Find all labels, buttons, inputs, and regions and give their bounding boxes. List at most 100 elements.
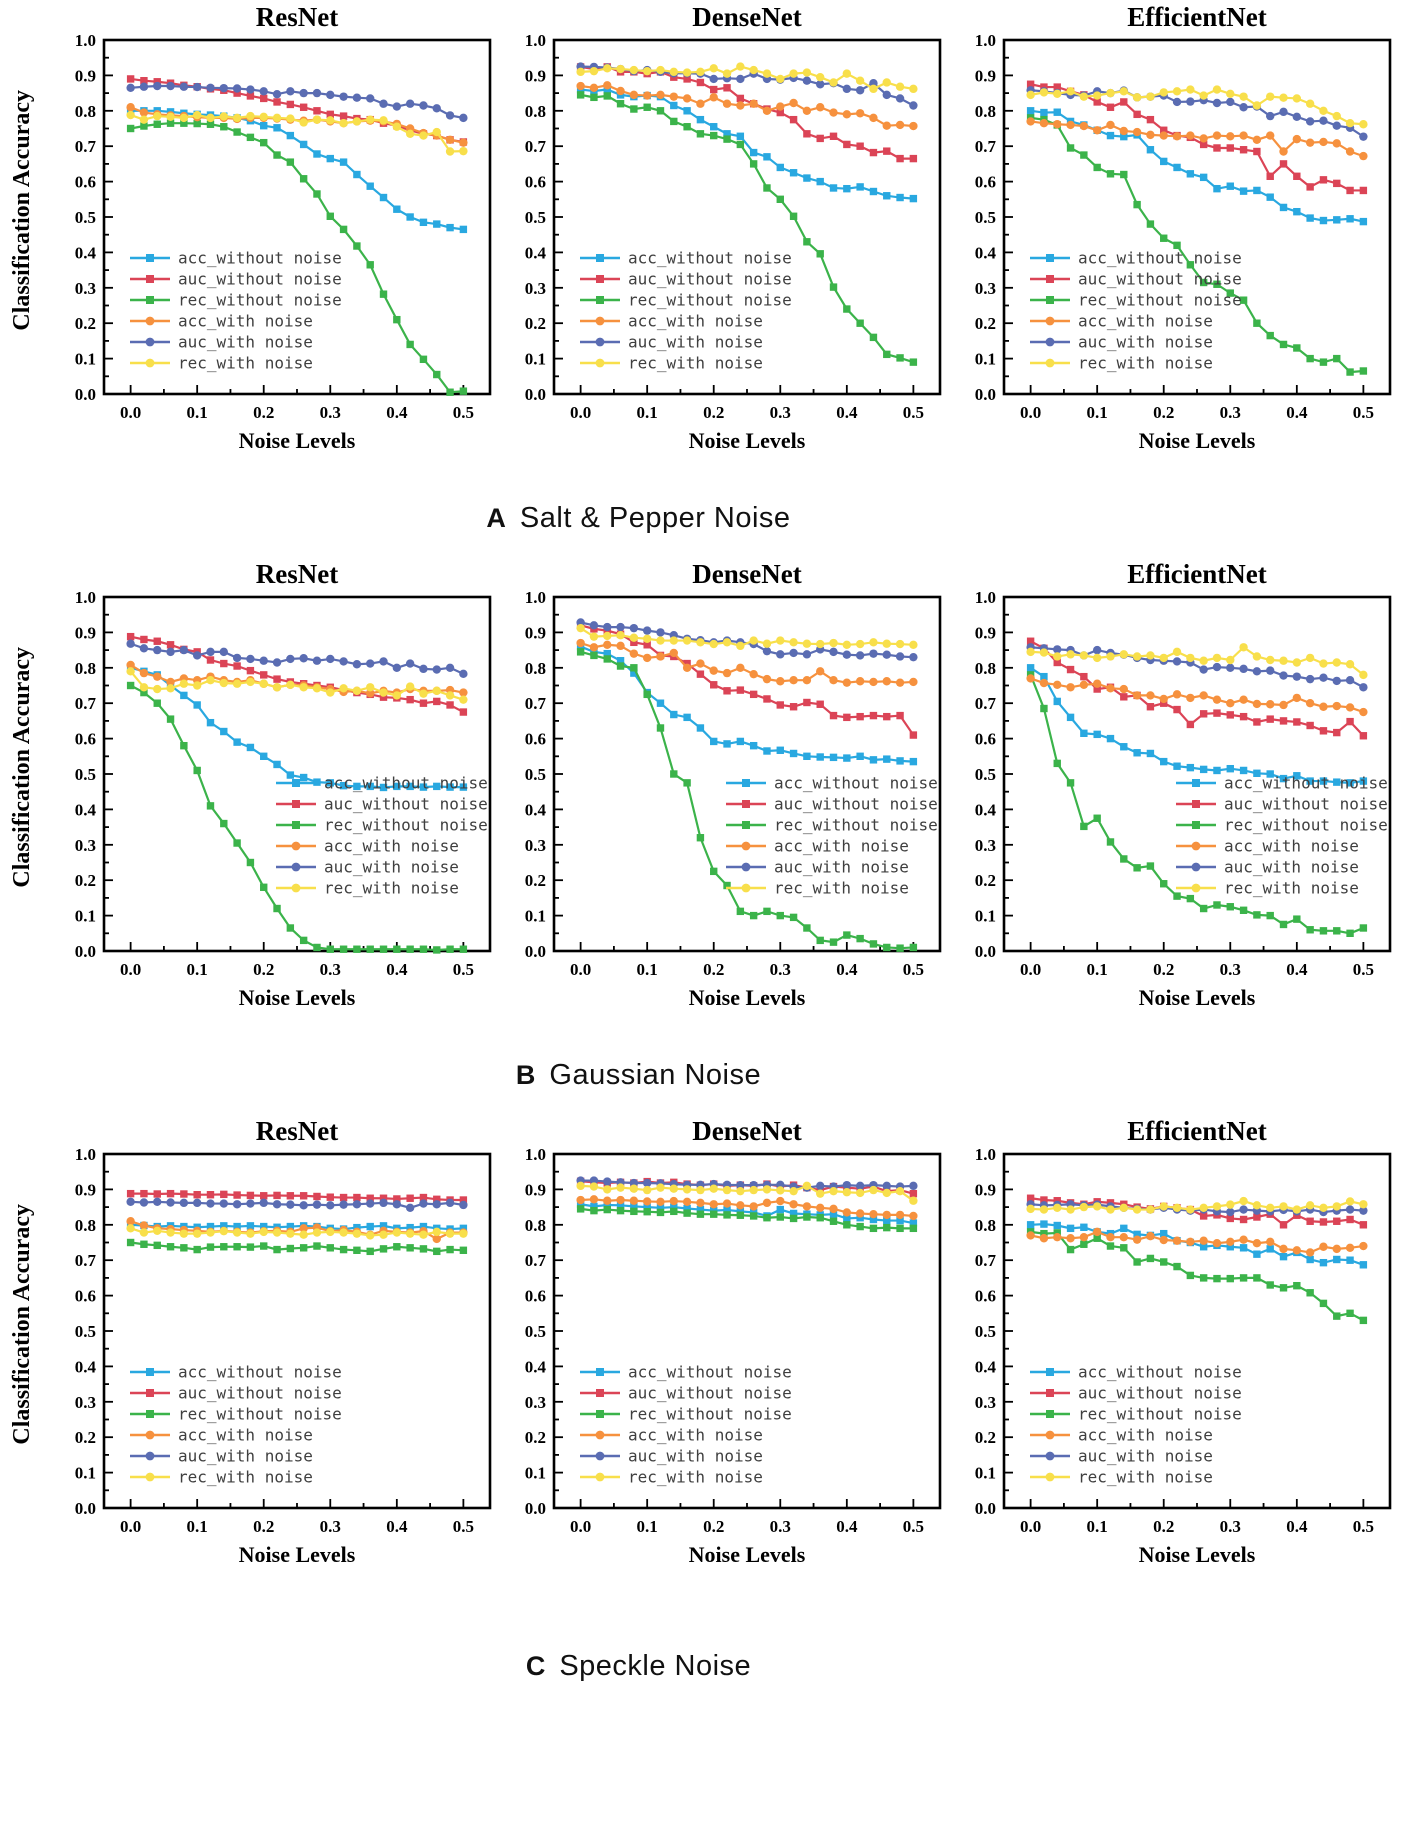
chart-densenet-gaussian: DenseNet 0.0 0.1 0.2 0.3 0.4 0.5 0.6 0.7 0.8 0.9 1.… (525, 561, 942, 1010)
x-tick-label: 0.2 (1153, 1517, 1174, 1536)
series-rec_without (1026, 671, 1368, 937)
series-rec_with (576, 1181, 918, 1205)
axis-ticks (1004, 39, 1365, 395)
y-tick-label: 0.7 (525, 694, 547, 713)
legend-label-acc_without: acc_without noise (774, 774, 938, 793)
x-tick-label: 0.3 (1220, 960, 1241, 979)
x-tick-label: 0.0 (570, 960, 591, 979)
legend: acc_without noise auc_without noise rec_wi… (726, 774, 938, 898)
y-tick-label: 0.8 (75, 659, 96, 678)
y-tick-label: 0.5 (525, 1322, 546, 1341)
y-tick-label: 0.4 (525, 1357, 547, 1376)
y-tick-label: 0.4 (975, 800, 997, 819)
charts-row-a: Classification Accuracy ResNet 0.0 0.1 0.2 0… (0, 4, 1417, 474)
axis-ticks (1004, 1153, 1365, 1509)
legend: acc_without noise auc_without noise rec_wi… (276, 774, 488, 898)
y-tick-label: 0.1 (75, 350, 96, 369)
y-tick-label: 0.2 (75, 871, 96, 890)
x-tick-label: 0.2 (703, 1517, 724, 1536)
caption-a: A Salt & Pepper Noise (0, 502, 1347, 535)
legend-label-rec_without: rec_without noise (1078, 1405, 1242, 1424)
y-tick-label: 0.3 (975, 836, 996, 855)
legend-label-acc_without: acc_without noise (178, 1363, 342, 1382)
series-rec_with (1026, 85, 1368, 129)
x-tick-label: 0.1 (187, 403, 208, 422)
y-tick-label: 0.2 (525, 1428, 546, 1447)
y-tick-label: 0.0 (525, 1499, 546, 1518)
x-tick-label: 0.2 (703, 960, 724, 979)
series-acc_with (1026, 117, 1368, 161)
legend-label-acc_without: acc_without noise (628, 249, 792, 268)
y-tick-label: 0.2 (75, 1428, 96, 1447)
x-tick-label: 0.5 (453, 403, 474, 422)
y-tick-label: 0.3 (75, 836, 96, 855)
series-acc_without (576, 642, 918, 766)
chart-title: ResNet (256, 4, 338, 32)
chart-title: EfficientNet (1127, 561, 1266, 589)
x-tick-label: 0.3 (1220, 403, 1241, 422)
chart-efficientnet-gaussian: EfficientNet 0.0 0.1 0.2 0.3 0.4 0.5 0.6 0.7 0.8 0… (975, 561, 1392, 1010)
axis-ticks (554, 39, 915, 395)
legend-label-rec_with: rec_with noise (774, 879, 909, 898)
y-tick-label: 0.2 (975, 1428, 996, 1447)
y-tick-label: 0.1 (75, 907, 96, 926)
x-tick-label: 0.4 (836, 960, 858, 979)
legend-label-rec_with: rec_with noise (628, 1468, 763, 1487)
legend: acc_without noise auc_without noise rec_wi… (130, 1363, 342, 1487)
series-auc_with (576, 618, 918, 662)
y-tick-label: 0.2 (525, 314, 546, 333)
x-axis-label: Noise Levels (689, 985, 806, 1010)
y-tick-label: 0.3 (525, 279, 546, 298)
legend-label-rec_with: rec_with noise (178, 354, 313, 373)
y-tick-label: 0.5 (975, 208, 996, 227)
x-tick-label: 0.5 (1353, 403, 1374, 422)
y-tick-label: 0.0 (75, 942, 96, 961)
y-tick-label: 0.1 (525, 907, 546, 926)
y-tick-label: 0.3 (75, 1393, 96, 1412)
legend-label-auc_without: auc_without noise (1224, 795, 1388, 814)
x-tick-label: 0.5 (903, 960, 924, 979)
y-tick-label: 0.3 (75, 279, 96, 298)
y-tick-label: 0.7 (975, 694, 997, 713)
series-rec_with (576, 62, 918, 94)
y-tick-label: 0.1 (975, 907, 996, 926)
legend-label-rec_with: rec_with noise (628, 354, 763, 373)
y-tick-label: 0.8 (525, 1216, 546, 1235)
legend-label-rec_with: rec_with noise (178, 1468, 313, 1487)
series-auc_with (1026, 643, 1368, 692)
x-axis-label: Noise Levels (1139, 1542, 1256, 1567)
y-tick-label: 0.0 (975, 385, 996, 404)
x-tick-label: 0.0 (1020, 403, 1041, 422)
legend-label-rec_without: rec_without noise (774, 816, 938, 835)
y-tick-label: 0.2 (975, 314, 996, 333)
y-tick-label: 0.7 (75, 694, 97, 713)
series-auc_with (576, 1176, 918, 1192)
y-tick-label: 0.6 (75, 1287, 96, 1306)
legend-label-auc_without: auc_without noise (178, 270, 342, 289)
section-salt-pepper-noise: Classification Accuracy ResNet 0.0 0.1 0.2 0… (0, 4, 1417, 535)
x-tick-label: 0.2 (703, 403, 724, 422)
x-tick-label: 0.1 (187, 960, 208, 979)
y-tick-label: 0.5 (75, 1322, 96, 1341)
series-auc_without (1026, 637, 1368, 740)
x-tick-label: 0.1 (1087, 403, 1108, 422)
series-auc_without (126, 632, 468, 716)
y-tick-label: 0.0 (975, 1499, 996, 1518)
chart-title: ResNet (256, 1118, 338, 1146)
legend-label-auc_with: auc_with noise (178, 1447, 313, 1466)
legend-label-acc_with: acc_with noise (1224, 837, 1359, 856)
series-auc_with (126, 1197, 468, 1213)
y-tick-label: 0.6 (75, 730, 96, 749)
y-tick-label: 0.0 (75, 1499, 96, 1518)
y-tick-label: 0.0 (75, 385, 96, 404)
y-tick-label: 0.4 (975, 1357, 997, 1376)
y-tick-label: 0.9 (525, 1180, 546, 1199)
y-tick-label: 1.0 (525, 1145, 546, 1164)
y-tick-label: 0.6 (525, 173, 546, 192)
x-tick-label: 0.4 (1286, 1517, 1308, 1536)
y-tick-label: 1.0 (75, 31, 96, 50)
y-tick-label: 0.2 (975, 871, 996, 890)
y-tick-label: 0.0 (525, 385, 546, 404)
series-acc_without (576, 85, 918, 203)
x-tick-label: 0.0 (1020, 960, 1041, 979)
